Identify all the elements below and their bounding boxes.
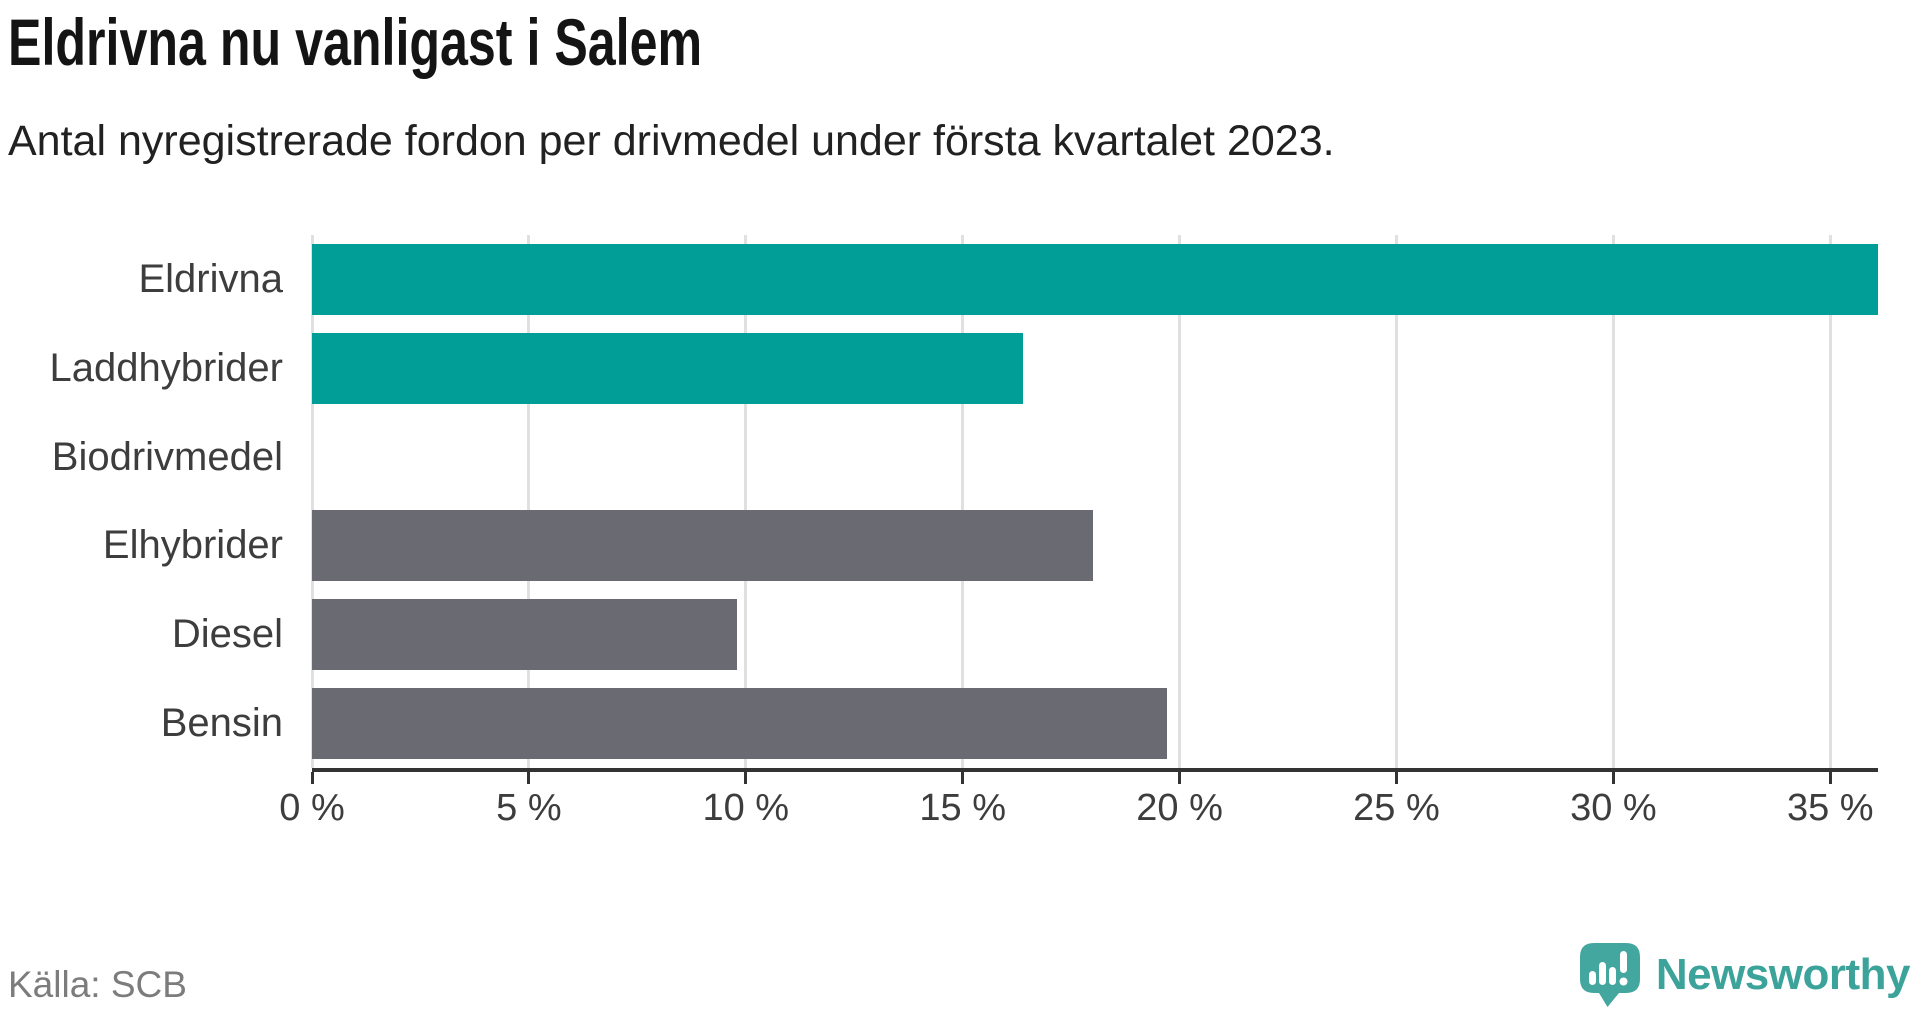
x-axis-tick-10: [744, 772, 748, 784]
chart-subtitle: Antal nyregistrerade fordon per drivmede…: [8, 117, 1335, 165]
gridline-35: [1828, 235, 1832, 768]
chart-title: Eldrivna nu vanligast i Salem: [8, 5, 703, 79]
x-axis-tick-30: [1611, 772, 1615, 784]
x-tick-label-5: 5 %: [496, 787, 562, 829]
x-tick-label-15: 15 %: [919, 787, 1006, 829]
x-tick-label-30: 30 %: [1570, 787, 1657, 829]
x-axis-tick-35: [1828, 772, 1832, 784]
x-axis-tick-5: [527, 772, 531, 784]
category-label-laddhybrider: Laddhybrider: [49, 345, 284, 390]
category-label-bensin: Bensin: [160, 701, 283, 746]
category-axis-labels: Eldrivna Laddhybrider Biodrivmedel Elhybrid…: [0, 235, 284, 768]
category-label-eldrivna: Eldrivna: [138, 256, 283, 301]
category-label-biodrivmedel: Biodrivmedel: [51, 434, 283, 479]
gridline-30: [1611, 235, 1615, 768]
gridline-5: [527, 235, 531, 768]
category-label-elhybrider: Elhybrider: [102, 523, 283, 568]
gridline-15: [961, 235, 965, 768]
x-tick-label-35: 35 %: [1786, 787, 1874, 829]
x-tick-label-20: 20 %: [1136, 787, 1223, 829]
x-axis-tick-25: [1394, 772, 1398, 784]
newsworthy-speech-bubble-bar-chart-icon: [1579, 943, 1640, 1007]
x-tick-label-25: 25 %: [1353, 787, 1440, 829]
gridline-10: [744, 235, 748, 768]
source-label: Källa: SCB: [8, 964, 187, 1005]
bar-eldrivna: [312, 243, 1878, 315]
x-axis-tick-15: [961, 772, 965, 784]
gridline-0: [310, 235, 314, 768]
newsworthy-logo-text: Newsworthy: [1655, 950, 1911, 999]
x-axis-tick-0: [310, 772, 314, 784]
bar-elhybrider: [312, 510, 1093, 582]
gridline-20: [1178, 235, 1182, 768]
newsworthy-logo: Newsworthy: [1579, 943, 1911, 1007]
x-axis-line: [312, 768, 1878, 772]
category-label-diesel: Diesel: [171, 612, 283, 657]
bar-diesel: [312, 599, 738, 671]
bar-bensin: [312, 688, 1167, 760]
gridline-25: [1394, 235, 1398, 768]
x-axis-tick-20: [1178, 772, 1182, 784]
x-tick-label-10: 10 %: [702, 787, 790, 829]
bar-laddhybrider: [312, 332, 1024, 404]
x-tick-label-0: 0 %: [279, 787, 345, 829]
plot-area: 0 % 5 % 10 % 15 % 20 % 25 % 30 % 35 %: [279, 235, 1878, 829]
